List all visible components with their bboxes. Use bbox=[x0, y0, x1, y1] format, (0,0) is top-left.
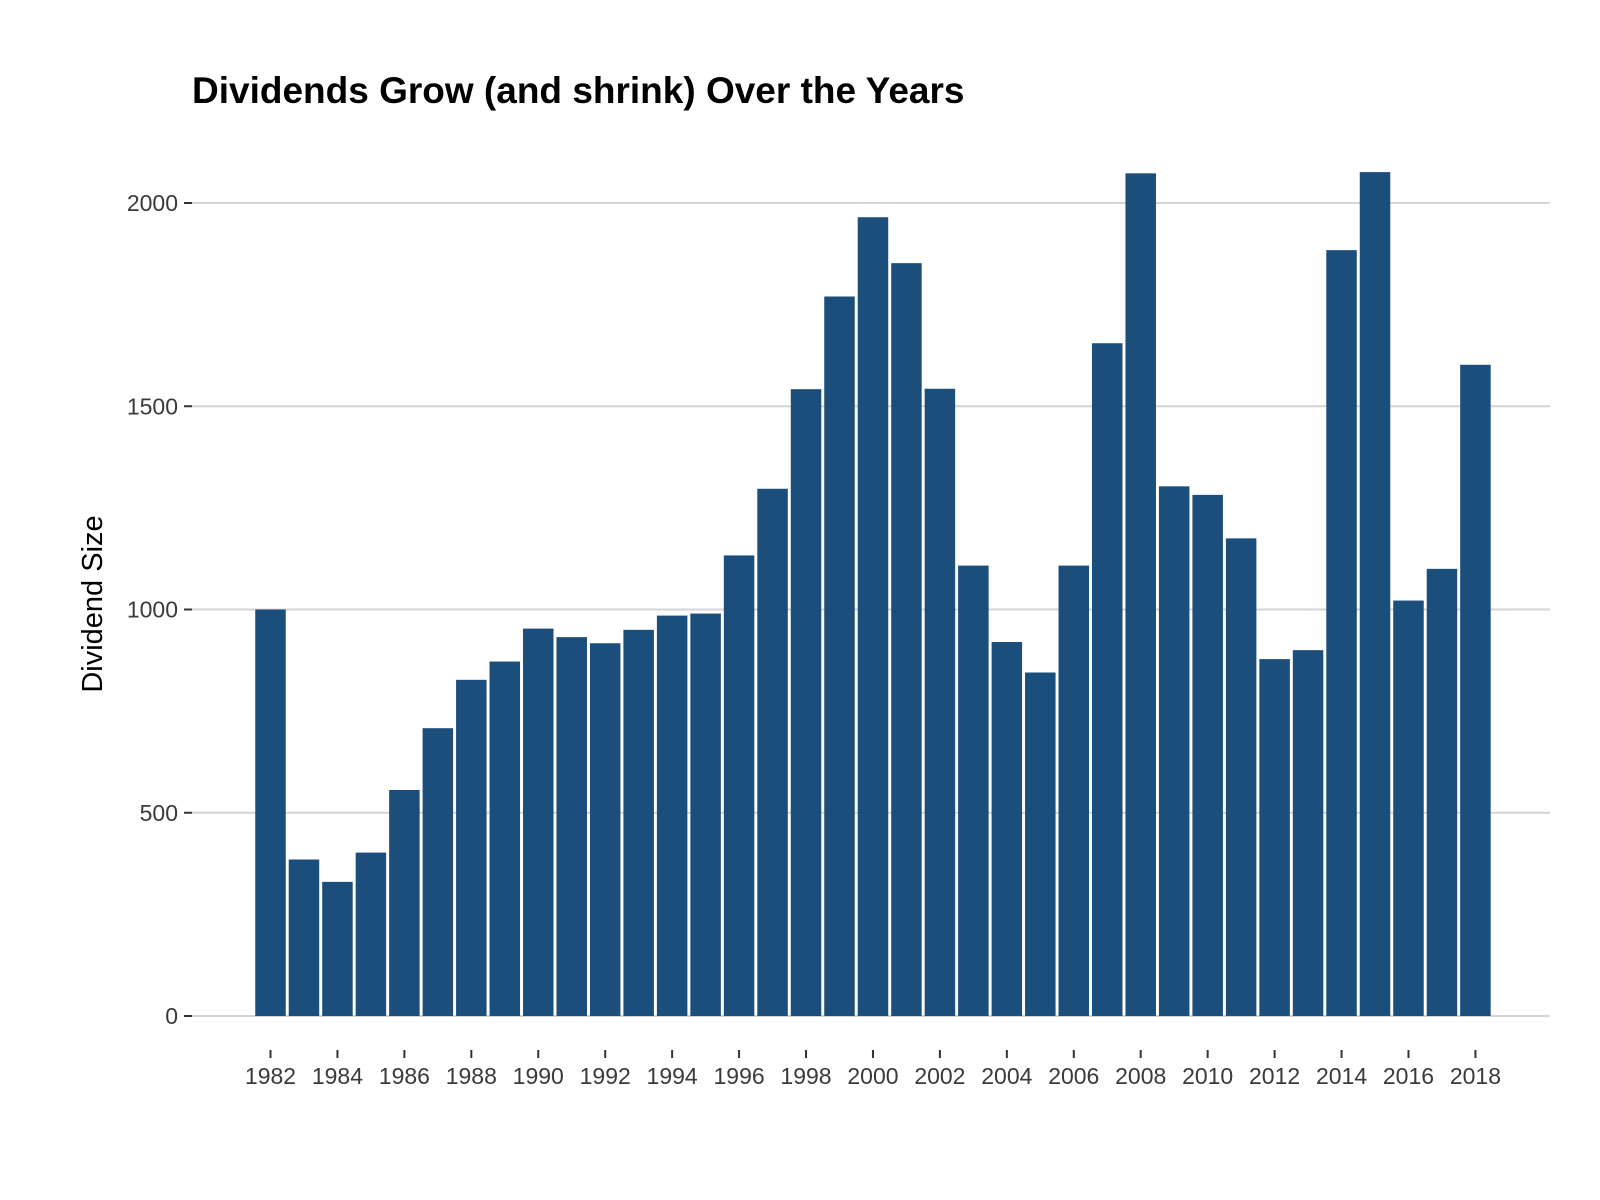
bar-2012 bbox=[1259, 659, 1290, 1016]
bar-1983 bbox=[288, 859, 320, 1016]
bar-1991 bbox=[556, 637, 587, 1016]
bar-2000 bbox=[857, 217, 889, 1017]
x-tick-label: 1994 bbox=[647, 1063, 698, 1089]
chart-title: Dividends Grow (and shrink) Over the Yea… bbox=[192, 70, 965, 111]
bar-1999 bbox=[824, 296, 855, 1016]
bar-2013 bbox=[1292, 650, 1324, 1016]
bar-1987 bbox=[422, 728, 454, 1016]
y-tick-label: 0 bbox=[165, 1003, 178, 1029]
x-tick-label: 1984 bbox=[312, 1063, 363, 1089]
bar-2007 bbox=[1092, 343, 1123, 1016]
bar-2005 bbox=[1025, 672, 1056, 1016]
bar-2015 bbox=[1359, 172, 1391, 1016]
x-tick-label: 1996 bbox=[713, 1063, 764, 1089]
bar-2016 bbox=[1393, 600, 1424, 1016]
bar-2001 bbox=[891, 263, 922, 1016]
bar-2004 bbox=[991, 642, 1023, 1016]
bar-2010 bbox=[1192, 494, 1223, 1016]
bars bbox=[255, 172, 1491, 1017]
x-axis: 1982 1984 1986 1988 1990 1992 1994 1996 1998 2000… bbox=[245, 1050, 1501, 1089]
x-tick-label: 2014 bbox=[1316, 1063, 1367, 1089]
y-tick-label: 2000 bbox=[127, 190, 178, 216]
bar-1995 bbox=[690, 613, 721, 1016]
x-tick-label: 2008 bbox=[1115, 1063, 1166, 1089]
bar-2014 bbox=[1326, 250, 1357, 1017]
x-tick-label: 2016 bbox=[1383, 1063, 1434, 1089]
x-tick-label: 1998 bbox=[780, 1063, 831, 1089]
x-tick-label: 2012 bbox=[1249, 1063, 1300, 1089]
bar-1992 bbox=[589, 643, 621, 1016]
x-tick-label: 1982 bbox=[245, 1063, 296, 1089]
bar-2008 bbox=[1125, 173, 1156, 1016]
x-tick-label: 1986 bbox=[379, 1063, 430, 1089]
bar-2018 bbox=[1460, 364, 1491, 1016]
bar-1994 bbox=[656, 615, 688, 1016]
bar-2009 bbox=[1158, 486, 1190, 1016]
bar-2002 bbox=[924, 388, 956, 1016]
y-axis-title: Dividend Size bbox=[77, 515, 109, 692]
bar-2006 bbox=[1058, 565, 1090, 1016]
bar-1996 bbox=[723, 555, 755, 1016]
y-tick-label: 1000 bbox=[127, 597, 178, 623]
bar-2011 bbox=[1225, 538, 1257, 1016]
y-tick-label: 500 bbox=[140, 800, 178, 826]
x-tick-label: 2010 bbox=[1182, 1063, 1233, 1089]
bar-1986 bbox=[389, 789, 420, 1016]
bar-1993 bbox=[623, 629, 654, 1016]
x-tick-label: 2000 bbox=[847, 1063, 898, 1089]
bar-1984 bbox=[322, 881, 353, 1016]
bar-1988 bbox=[456, 679, 487, 1016]
x-tick-label: 1992 bbox=[580, 1063, 631, 1089]
bar-2017 bbox=[1426, 568, 1458, 1016]
bar-1998 bbox=[790, 389, 822, 1016]
bar-1990 bbox=[523, 628, 554, 1016]
x-tick-label: 2018 bbox=[1450, 1063, 1501, 1089]
x-tick-label: 2002 bbox=[914, 1063, 965, 1089]
bar-2003 bbox=[958, 565, 989, 1016]
x-tick-label: 2006 bbox=[1048, 1063, 1099, 1089]
bar-1985 bbox=[355, 852, 387, 1016]
x-tick-label: 1990 bbox=[513, 1063, 564, 1089]
bar-1997 bbox=[757, 488, 788, 1016]
x-tick-label: 1988 bbox=[446, 1063, 497, 1089]
y-axis: 0 500 1000 1500 2000 bbox=[127, 190, 192, 1029]
x-tick-label: 2004 bbox=[981, 1063, 1032, 1089]
bar-1982 bbox=[255, 609, 286, 1016]
y-tick-label: 1500 bbox=[127, 393, 178, 419]
bar-1989 bbox=[489, 661, 521, 1016]
